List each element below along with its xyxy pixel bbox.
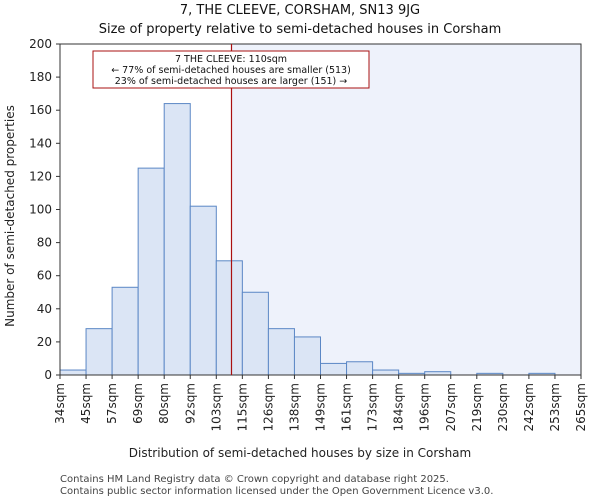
x-tick-label: 45sqm [79, 383, 93, 424]
footer-line-1: Contains HM Land Registry data © Crown c… [60, 474, 449, 485]
histogram-bar [320, 362, 348, 376]
y-tick-label: 140 [29, 136, 52, 150]
larger-region-shade [231, 44, 581, 375]
histogram-bar [163, 103, 191, 376]
x-tick-label: 196sqm [418, 383, 432, 431]
x-tick-label: 265sqm [574, 383, 588, 431]
x-tick-label: 103sqm [209, 383, 223, 431]
plot-area: 0 20 40 60 80 100 120 140 160 180 200 34sqm 45sqm 57s… [29, 37, 588, 431]
x-axis-label: Distribution of semi-detached houses by … [129, 446, 471, 460]
histogram-bar [372, 369, 400, 376]
annotation-larger-text: 23% of semi-detached houses are larger (… [115, 76, 348, 87]
x-tick-label: 126sqm [261, 383, 275, 431]
x-tick-label: 173sqm [366, 383, 380, 431]
x-tick-label: 149sqm [314, 383, 328, 431]
annotation-smaller-text: ← 77% of semi-detached houses are smalle… [111, 65, 351, 76]
y-tick-label: 120 [29, 169, 52, 183]
histogram-bar [189, 205, 217, 376]
x-tick-label: 184sqm [392, 383, 406, 431]
footer-line-2: Contains public sector information licen… [60, 486, 493, 497]
histogram-bar [59, 369, 87, 376]
y-tick-label: 60 [37, 269, 52, 283]
y-tick-label: 200 [29, 37, 52, 51]
annotation-property-label: 7 THE CLEEVE: 110sqm [175, 54, 287, 65]
y-tick-label: 80 [37, 236, 52, 250]
x-tick-label: 219sqm [470, 383, 484, 431]
histogram-bar [137, 167, 165, 376]
x-tick-label: 115sqm [235, 383, 249, 431]
histogram-bar [241, 291, 269, 376]
histogram-bar [267, 328, 295, 376]
x-tick-label: 57sqm [105, 383, 119, 424]
x-tick-label: 69sqm [131, 383, 145, 424]
x-tick-label: 207sqm [444, 383, 458, 431]
y-tick-label: 20 [37, 335, 52, 349]
x-tick-label: 138sqm [287, 383, 301, 431]
histogram-bar [85, 328, 113, 376]
annotation-box [92, 50, 370, 89]
histogram-bar [293, 336, 322, 376]
x-tick-label: 80sqm [157, 383, 171, 424]
x-tick-label: 92sqm [183, 383, 197, 424]
histogram-bar [111, 286, 139, 376]
y-tick-label: 160 [29, 103, 52, 117]
chart-title: 7, THE CLEEVE, CORSHAM, SN13 9JG [180, 3, 420, 18]
x-tick-label: 230sqm [496, 383, 510, 431]
y-tick-label: 100 [29, 203, 52, 217]
x-tick-label: 34sqm [53, 383, 67, 424]
chart-subtitle: Size of property relative to semi-detach… [99, 22, 502, 37]
x-tick-label: 161sqm [340, 383, 354, 431]
y-tick-label: 180 [29, 70, 52, 84]
histogram-bar [215, 260, 243, 376]
y-tick-label: 40 [37, 302, 52, 316]
x-tick-label: 253sqm [548, 383, 562, 431]
y-tick-label: 0 [44, 368, 52, 382]
x-tick-label: 242sqm [522, 383, 536, 431]
histogram-bar [346, 361, 374, 376]
y-axis-label: Number of semi-detached properties [3, 105, 17, 327]
